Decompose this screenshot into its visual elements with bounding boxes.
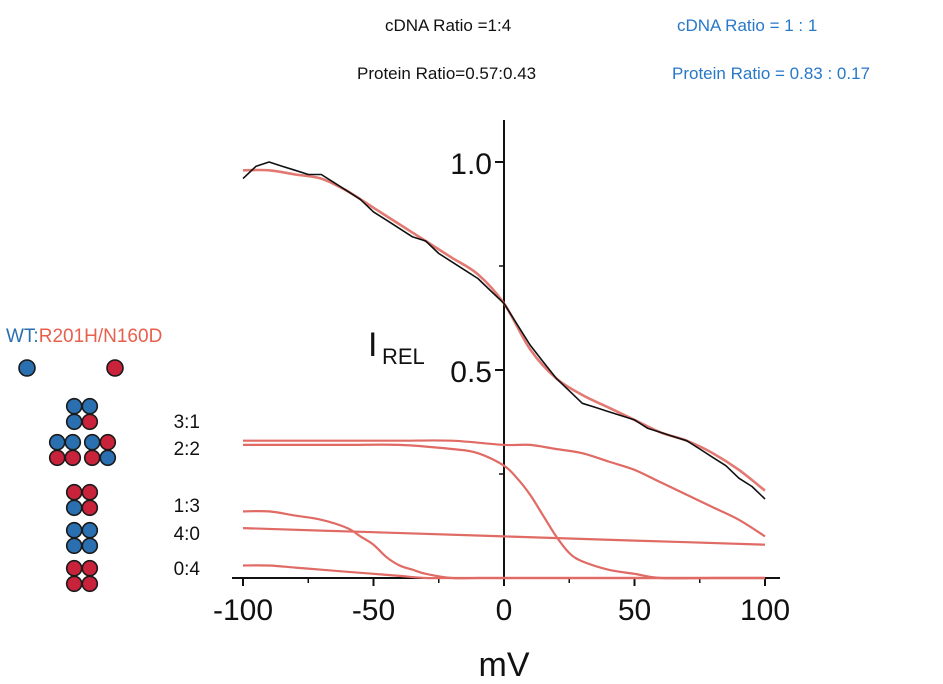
tick-labels: -100 -50 0 50 100 0.5 1.0 [213, 148, 790, 627]
channel-1-3-symbol-subunit [81, 499, 99, 517]
y-tick-label: 0.5 [450, 356, 492, 389]
stoichiometry-label-4-0: 4:0 [174, 524, 200, 545]
x-tick-label: 0 [496, 594, 513, 627]
channel-3-1-symbol-subunit [81, 397, 99, 415]
legend-wt-label: WT: [6, 326, 39, 347]
channel-1-3-symbol-subunit [65, 499, 83, 517]
channel-4-0-symbol-subunit [65, 537, 83, 555]
protein-ratio-left: Protein Ratio=0.57:0.43 [357, 64, 537, 83]
x-tick-label: -100 [213, 594, 273, 627]
cdna-ratio-left: cDNA Ratio =1:4 [385, 16, 512, 35]
mutant-subunit-symbol [106, 359, 124, 377]
channel-2-2-adjacent-symbol-subunit [48, 433, 66, 451]
channel-0-4-symbol-subunit [81, 559, 99, 577]
channel-3-1-symbol-subunit [81, 413, 99, 431]
channel-4-0-symbol-subunit [81, 521, 99, 539]
channel-2-2-adjacent-symbol-subunit [48, 449, 66, 467]
component-curve-3-1 [243, 439, 766, 538]
component-curve-0-4 [242, 564, 765, 580]
y-axis-title-subscript: REL [382, 344, 425, 369]
channel-2-2-diagonal-symbol-subunit [83, 433, 101, 451]
y-axis-title: I [368, 326, 377, 364]
channel-3-1-symbol-subunit [65, 397, 83, 415]
component-curve-2-2 [242, 443, 765, 580]
legend-mutant-label: R201H/N160D [38, 326, 163, 347]
axis-titles: mV I REL [368, 326, 530, 684]
channel-2-2-diagonal-symbol-subunit [99, 449, 117, 467]
axes [232, 120, 780, 586]
channel-2-2-adjacent-symbol-subunit [64, 433, 82, 451]
channel-1-3-symbol-subunit [81, 483, 99, 501]
channel-2-2-adjacent-symbol-subunit [64, 449, 82, 467]
x-tick-label: -50 [352, 594, 395, 627]
component-curve-4-0 [242, 527, 766, 546]
channel-0-4-symbol-subunit [81, 575, 99, 593]
data-trace-line [242, 161, 766, 500]
x-tick-label: 50 [618, 594, 651, 627]
stoichiometry-label-2-2: 2:2 [174, 439, 200, 460]
channel-0-4-symbol-subunit [65, 559, 83, 577]
x-tick-label: 100 [740, 594, 790, 627]
stoichiometry-label-3-1: 3:1 [174, 412, 200, 433]
protein-ratio-right: Protein Ratio = 0.83 : 0.17 [672, 64, 870, 83]
y-tick-label: 1.0 [450, 148, 492, 181]
channel-1-3-symbol-subunit [65, 483, 83, 501]
channel-4-0-symbol-subunit [65, 521, 83, 539]
channel-2-2-diagonal-symbol-subunit [99, 433, 117, 451]
cdna-ratio-right: cDNA Ratio = 1 : 1 [677, 16, 818, 35]
x-axis-title: mV [479, 646, 530, 684]
stoichiometry-label-0-4: 0:4 [174, 559, 201, 580]
stoichiometry-label-1-3: 1:3 [174, 496, 200, 517]
channel-3-1-symbol-subunit [65, 413, 83, 431]
data-trace [242, 161, 766, 500]
channel-2-2-diagonal-symbol-subunit [83, 449, 101, 467]
channel-0-4-symbol-subunit [65, 575, 83, 593]
stoichiometry-legend: 3:1 2:2 1:3 4:0 0:4 [18, 359, 201, 593]
wt-subunit-symbol [18, 359, 36, 377]
fit-curves [242, 168, 766, 580]
legend-title: WT:R201H/N160D [6, 326, 162, 348]
channel-4-0-symbol-subunit [81, 537, 99, 555]
